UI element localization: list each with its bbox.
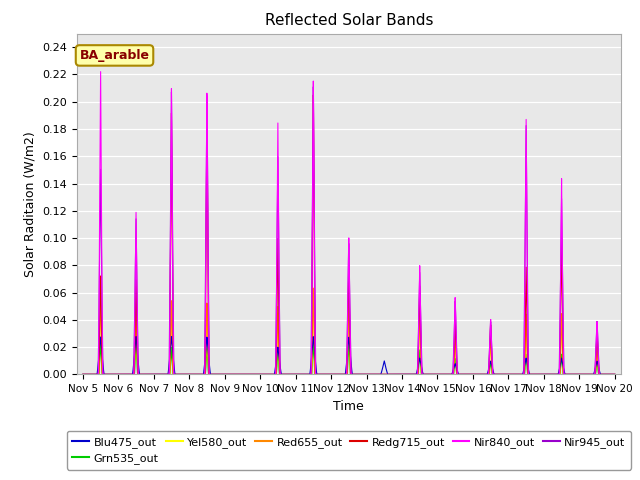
Blu475_out	[417, 361, 425, 367]
Line: Redg715_out: Redg715_out	[83, 95, 615, 374]
Nir945_out	[498, 372, 506, 377]
X-axis label: Time: Time	[333, 400, 364, 413]
Blu475_out	[530, 372, 538, 377]
Yel580_out	[79, 372, 86, 377]
Red655_out	[79, 372, 86, 377]
Red655_out	[132, 284, 140, 289]
Blu475_out	[611, 372, 619, 377]
Redg715_out	[79, 372, 86, 377]
Grn535_out	[417, 366, 425, 372]
Title: Reflected Solar Bands: Reflected Solar Bands	[264, 13, 433, 28]
Yel580_out	[188, 372, 196, 377]
Red655_out	[417, 350, 425, 356]
Yel580_out	[417, 354, 425, 360]
Text: BA_arable: BA_arable	[79, 49, 150, 62]
Red655_out	[188, 372, 196, 377]
Grn535_out	[132, 338, 140, 344]
Nir840_out	[188, 372, 196, 377]
Line: Yel580_out: Yel580_out	[83, 294, 615, 374]
Grn535_out	[611, 372, 619, 377]
Line: Grn535_out: Grn535_out	[83, 341, 615, 374]
Legend: Blu475_out, Grn535_out, Yel580_out, Red655_out, Redg715_out, Nir840_out, Nir945_: Blu475_out, Grn535_out, Yel580_out, Red6…	[67, 431, 631, 469]
Redg715_out	[417, 341, 425, 347]
Grn535_out	[188, 372, 196, 377]
Line: Blu475_out: Blu475_out	[83, 336, 615, 374]
Blu475_out	[188, 372, 196, 377]
Grn535_out	[498, 372, 506, 377]
Red655_out	[464, 372, 472, 377]
Yel580_out	[132, 291, 140, 297]
Grn535_out	[464, 372, 472, 377]
Nir840_out	[464, 372, 472, 377]
Redg715_out	[530, 372, 538, 377]
Redg715_out	[605, 372, 612, 377]
Line: Nir945_out: Nir945_out	[83, 87, 615, 374]
Blu475_out	[498, 372, 506, 377]
Grn535_out	[605, 372, 612, 377]
Nir945_out	[310, 84, 317, 90]
Yel580_out	[498, 372, 506, 377]
Yel580_out	[530, 372, 538, 377]
Nir945_out	[611, 372, 619, 377]
Yel580_out	[464, 372, 472, 377]
Yel580_out	[605, 372, 612, 377]
Nir945_out	[530, 372, 538, 377]
Nir840_out	[605, 372, 612, 377]
Red655_out	[530, 372, 538, 377]
Nir945_out	[464, 372, 472, 377]
Nir840_out	[530, 372, 538, 377]
Red655_out	[605, 372, 612, 377]
Y-axis label: Solar Raditaion (W/m2): Solar Raditaion (W/m2)	[24, 131, 36, 277]
Redg715_out	[188, 372, 196, 377]
Redg715_out	[611, 372, 619, 377]
Blu475_out	[605, 372, 612, 377]
Nir840_out	[79, 372, 86, 377]
Nir840_out	[611, 372, 619, 377]
Yel580_out	[611, 372, 619, 377]
Nir840_out	[97, 69, 104, 74]
Grn535_out	[530, 372, 538, 377]
Line: Nir840_out: Nir840_out	[83, 72, 615, 374]
Nir840_out	[417, 329, 425, 335]
Red655_out	[611, 372, 619, 377]
Blu475_out	[79, 372, 86, 377]
Red655_out	[498, 372, 506, 377]
Line: Red655_out: Red655_out	[83, 287, 615, 374]
Blu475_out	[464, 372, 472, 377]
Redg715_out	[498, 372, 506, 377]
Redg715_out	[310, 92, 317, 98]
Blu475_out	[132, 334, 140, 339]
Nir945_out	[417, 324, 425, 329]
Redg715_out	[464, 372, 472, 377]
Nir945_out	[605, 372, 612, 377]
Nir945_out	[188, 372, 196, 377]
Nir945_out	[79, 372, 86, 377]
Grn535_out	[79, 372, 86, 377]
Nir840_out	[498, 372, 506, 377]
